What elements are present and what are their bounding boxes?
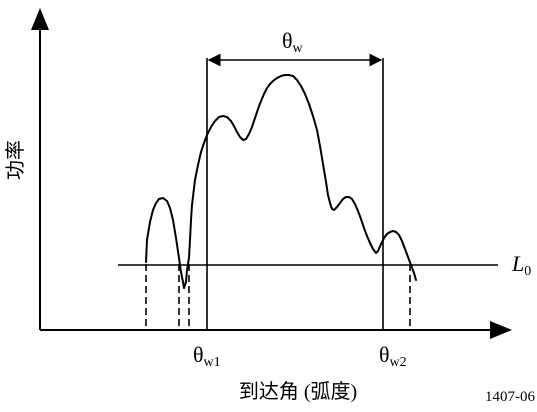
- x-axis-title: 到达角 (弧度): [239, 380, 357, 403]
- theta-w2-label: θw2: [379, 342, 407, 370]
- theta-w-label: θw: [282, 28, 304, 56]
- power-curve: [145, 74, 417, 289]
- threshold-label: L0: [511, 251, 531, 279]
- x-axis-arrowhead: [490, 321, 512, 339]
- y-axis-arrowhead: [31, 8, 49, 30]
- y-axis-title: 功率: [4, 140, 27, 180]
- theta-w1-label: θw1: [193, 342, 221, 370]
- figure-id: 1407-06: [485, 389, 535, 405]
